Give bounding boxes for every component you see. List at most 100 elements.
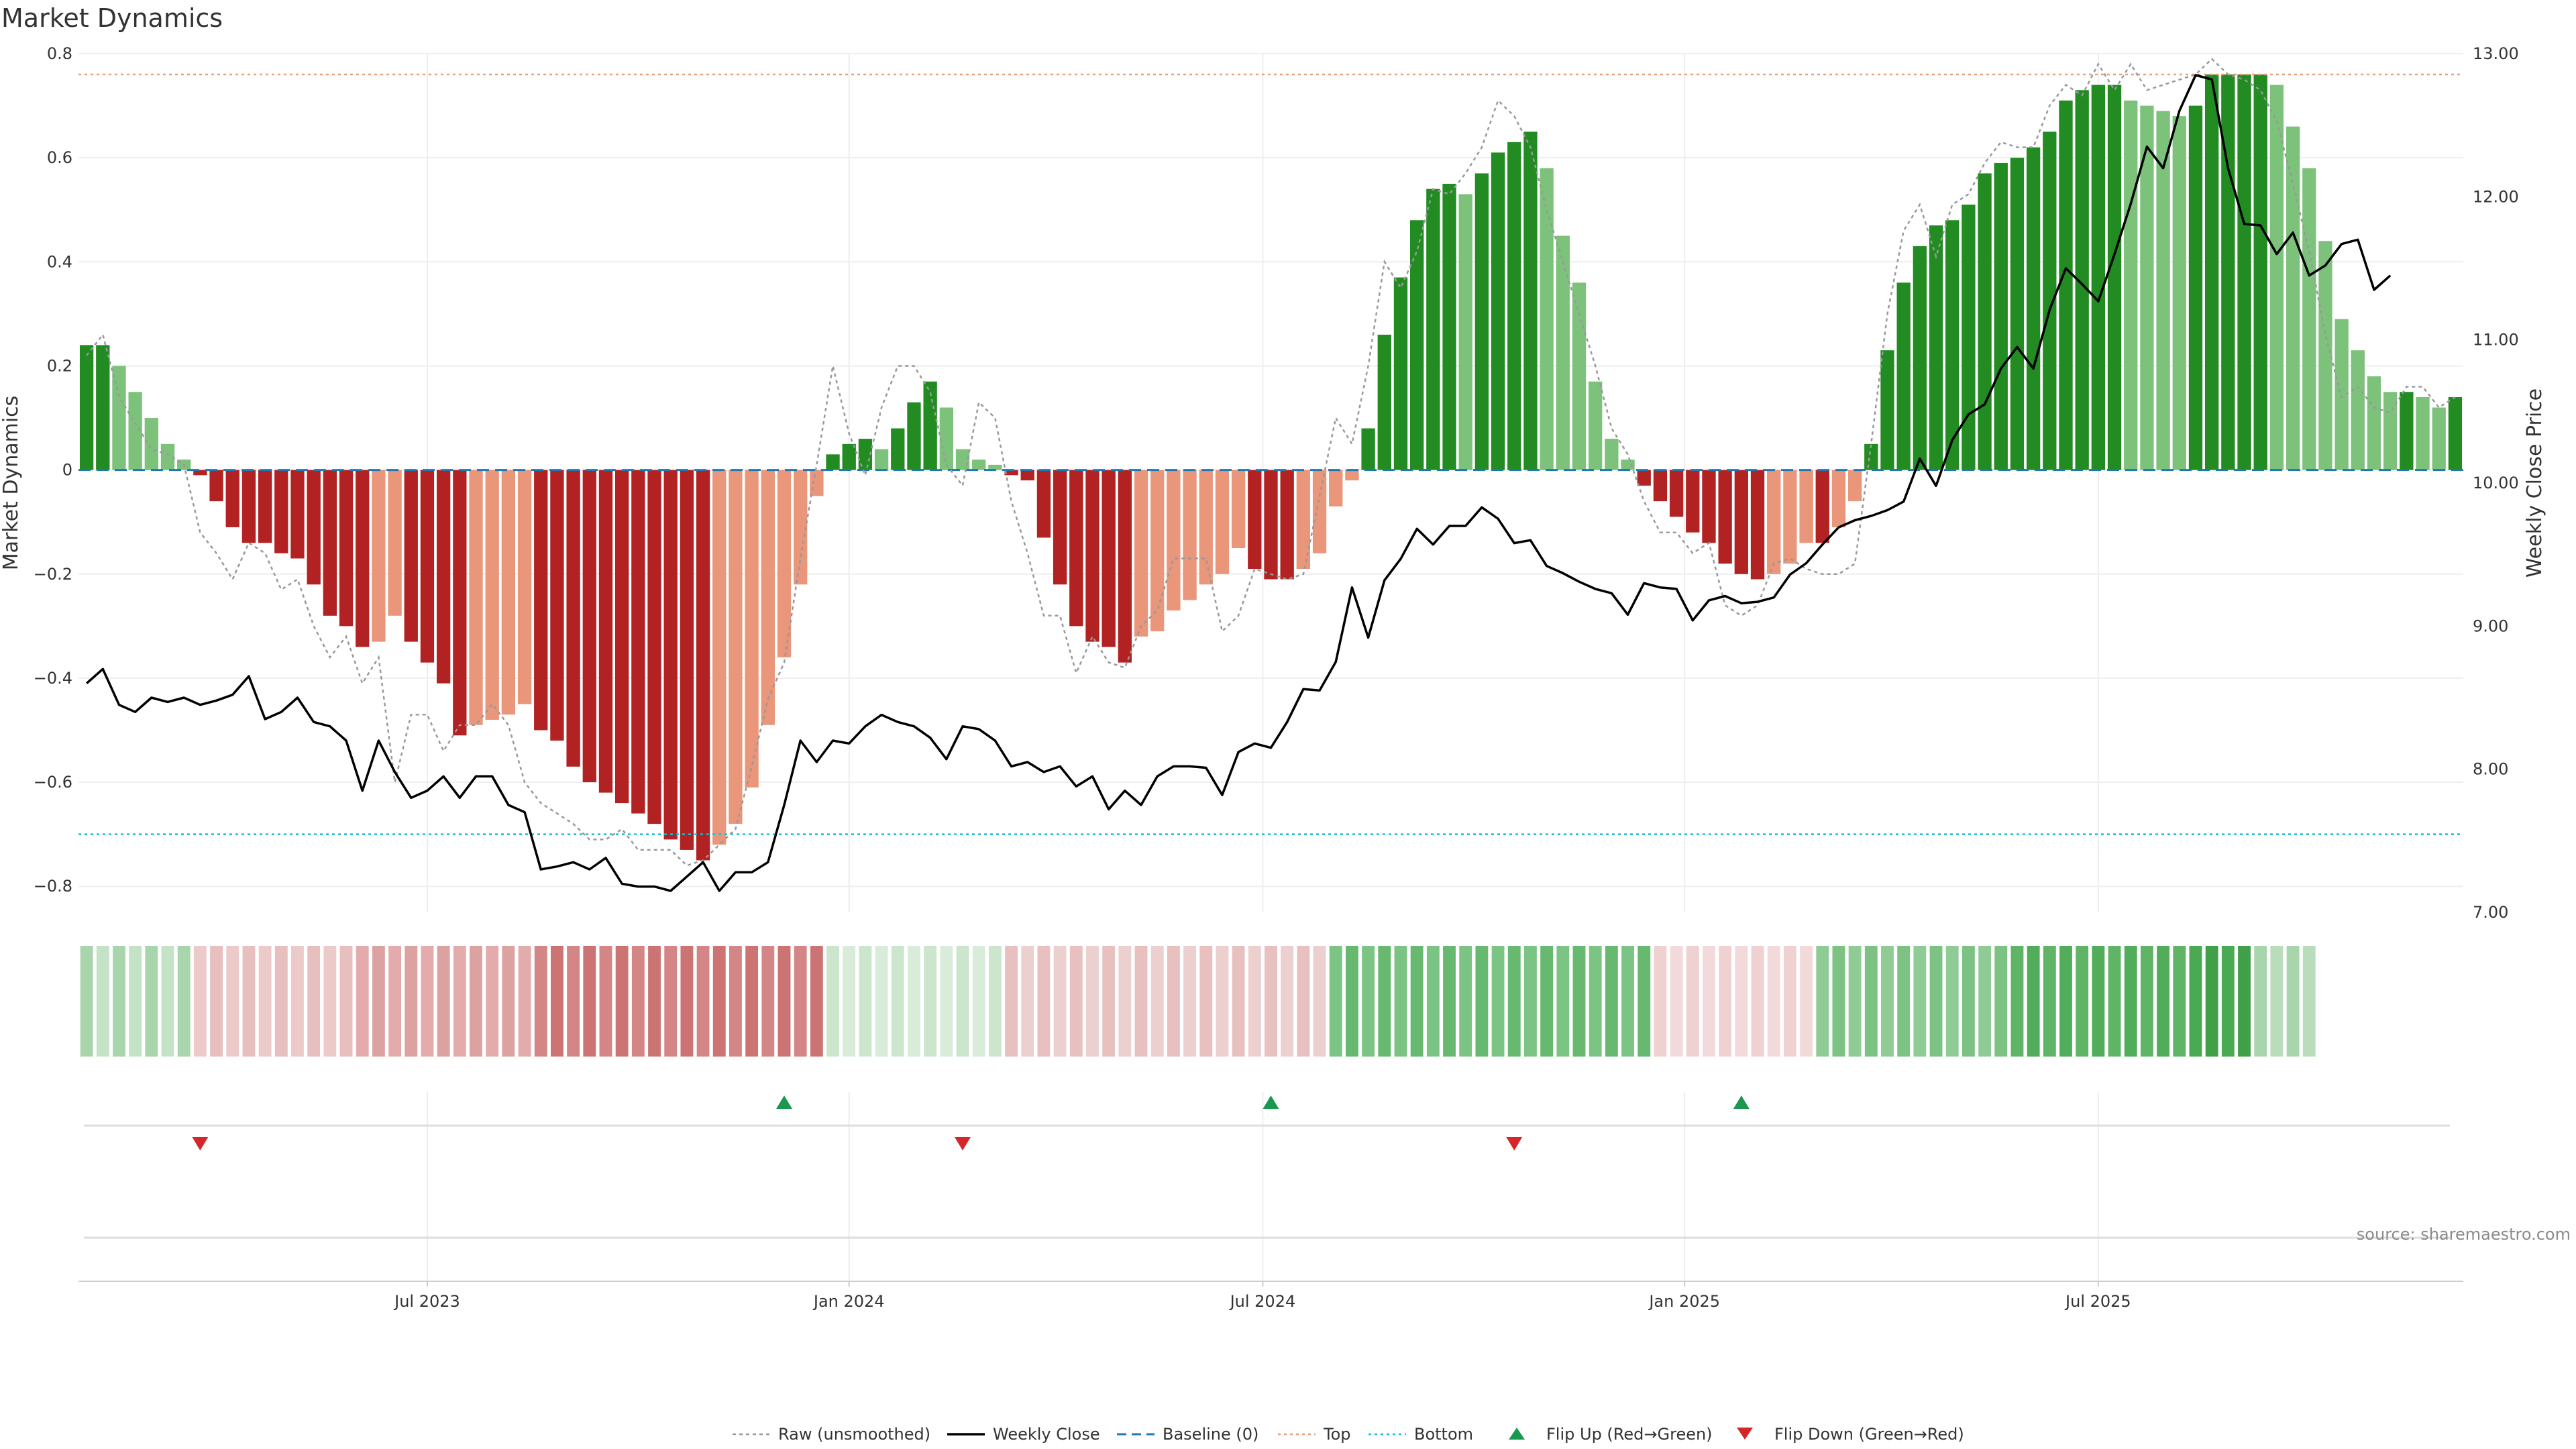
- market-dynamics-bar: [1734, 470, 1748, 574]
- market-dynamics-bar: [2367, 376, 2381, 470]
- market-dynamics-bar: [1264, 470, 1278, 580]
- market-dynamics-bar: [2107, 85, 2122, 470]
- market-dynamics-bar: [225, 470, 239, 527]
- legend-label: Bottom: [1414, 1425, 1473, 1444]
- market-dynamics-bar: [1702, 470, 1716, 543]
- market-dynamics-bar: [1118, 470, 1132, 663]
- regime-cell: [1053, 946, 1067, 1057]
- regime-cell: [680, 946, 694, 1057]
- market-dynamics-bar: [404, 470, 418, 642]
- regime-cell: [599, 946, 612, 1057]
- y-axis-right-ticks: 13.00 12.00 11.00 10.00 9.00 8.00 7.00: [2473, 44, 2519, 922]
- regime-cell: [1329, 946, 1342, 1057]
- y-axis-right-title: Weekly Close Price: [2523, 388, 2546, 578]
- y-left-tick-label: −0.4: [34, 669, 72, 688]
- market-dynamics-bar: [1069, 470, 1083, 627]
- legend-label: Raw (unsmoothed): [778, 1425, 930, 1444]
- market-dynamics-bar: [290, 470, 305, 559]
- regime-cell: [145, 946, 158, 1057]
- regime-cell: [1816, 946, 1829, 1057]
- market-dynamics-bar: [2091, 85, 2106, 470]
- regime-cell: [534, 946, 547, 1057]
- market-dynamics-bar: [1053, 470, 1067, 585]
- market-dynamics-bar: [1474, 173, 1489, 470]
- regime-cell: [583, 946, 596, 1057]
- regime-cell: [193, 946, 207, 1057]
- regime-cell: [307, 946, 321, 1057]
- market-dynamics-bar: [534, 470, 548, 731]
- regime-cell: [1216, 946, 1229, 1057]
- regime-cell: [1572, 946, 1586, 1057]
- regime-cell: [258, 946, 272, 1057]
- market-dynamics-bar: [1134, 470, 1148, 637]
- regime-cell: [1248, 946, 1261, 1057]
- regime-cell: [810, 946, 823, 1057]
- regime-cell: [1848, 946, 1862, 1057]
- regime-cell: [648, 946, 661, 1057]
- market-dynamics-bar: [2302, 168, 2316, 470]
- regime-cell: [80, 946, 93, 1057]
- market-dynamics-bar: [680, 470, 694, 850]
- regime-cell: [1929, 946, 1943, 1057]
- market-dynamics-bar: [1231, 470, 1246, 548]
- market-dynamics-bar: [339, 470, 354, 627]
- market-dynamics-bar: [647, 470, 661, 824]
- market-dynamics-bar: [1458, 194, 1472, 470]
- market-dynamics-bar: [988, 464, 1002, 470]
- market-dynamics-bar: [1767, 470, 1781, 574]
- market-dynamics-bar: [2253, 74, 2267, 470]
- market-dynamics-bar: [777, 470, 792, 657]
- market-dynamics-bar: [2432, 407, 2446, 470]
- regime-cell: [777, 946, 791, 1057]
- market-dynamics-bar: [663, 470, 678, 840]
- market-dynamics-bar: [696, 470, 710, 861]
- market-dynamics-bar: [112, 366, 126, 470]
- legend-item: Bottom: [1368, 1425, 1473, 1444]
- market-dynamics-bar: [1312, 470, 1327, 553]
- regime-cell: [1556, 946, 1570, 1057]
- regime-cell: [1978, 946, 1992, 1057]
- market-dynamics-bar: [858, 439, 873, 470]
- regime-cell: [1037, 946, 1051, 1057]
- regime-cell: [2043, 946, 2056, 1057]
- regime-cell: [470, 946, 482, 1057]
- market-dynamics-bar: [485, 470, 499, 720]
- regime-cell: [1864, 946, 1878, 1057]
- regime-cell: [1670, 946, 1683, 1057]
- market-dynamics-bar: [810, 470, 824, 496]
- market-dynamics-bar: [1183, 470, 1197, 600]
- regime-cell: [1167, 946, 1180, 1057]
- market-dynamics-bar: [1540, 168, 1554, 470]
- regime-strip: [80, 946, 2316, 1057]
- regime-cell: [1962, 946, 1975, 1057]
- market-dynamics-bar: [1377, 334, 1391, 470]
- y-left-tick-label: 0.2: [47, 356, 72, 375]
- regime-cell: [1394, 946, 1407, 1057]
- regime-cell: [924, 946, 937, 1057]
- flip-down-marker: [192, 1137, 209, 1150]
- market-dynamics-bar: [388, 470, 402, 616]
- market-dynamics-bar: [1994, 162, 2008, 470]
- y-left-tick-label: 0: [62, 461, 72, 480]
- regime-cell: [1767, 946, 1780, 1057]
- regime-cell: [437, 946, 450, 1057]
- market-dynamics-bar: [1345, 470, 1359, 481]
- market-dynamics-bar: [241, 470, 256, 543]
- market-dynamics-bar: [1962, 204, 1976, 470]
- market-dynamics-bar: [631, 470, 645, 814]
- y-right-tick-label: 8.00: [2473, 760, 2508, 779]
- legend-item: Top: [1278, 1425, 1351, 1444]
- market-dynamics-bar: [469, 470, 483, 725]
- y-left-tick-label: 0.8: [47, 44, 72, 63]
- market-dynamics-bar: [939, 407, 953, 470]
- market-dynamics-bar: [2188, 105, 2203, 470]
- regime-cell: [1021, 946, 1034, 1057]
- market-dynamics-bar: [1637, 470, 1651, 486]
- market-dynamics-bar: [2318, 241, 2332, 470]
- regime-cell: [1783, 946, 1796, 1057]
- y-left-tick-label: 0.4: [47, 252, 72, 271]
- regime-cell: [2189, 946, 2202, 1057]
- market-dynamics-bar: [874, 449, 889, 470]
- regime-cell: [1751, 946, 1764, 1057]
- market-dynamics-bar: [420, 470, 435, 663]
